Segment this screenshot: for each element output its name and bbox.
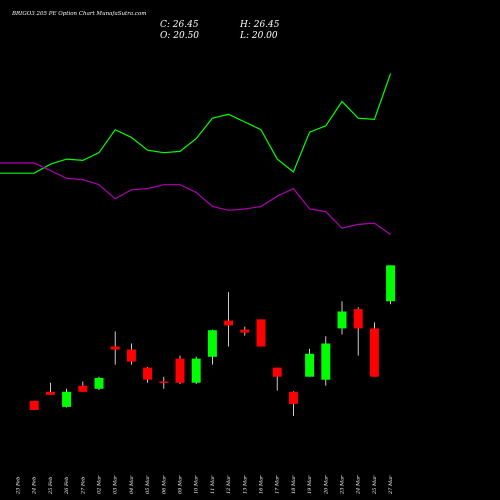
candle-body xyxy=(353,309,363,329)
green-line-series xyxy=(0,73,392,174)
candle-body xyxy=(207,330,217,357)
candle-body xyxy=(78,385,88,392)
candle-body xyxy=(94,377,104,389)
x-tick-label: 03 Mar xyxy=(113,475,119,494)
candle-body xyxy=(29,400,39,410)
x-tick-label: 25 Feb xyxy=(48,477,54,495)
candle xyxy=(62,388,72,408)
candle xyxy=(272,367,282,391)
close-value: C: 26.45 xyxy=(160,20,199,30)
x-tick-label: 27 Mar xyxy=(388,475,394,495)
candle-body xyxy=(272,367,282,377)
candle xyxy=(353,307,363,356)
candle-body xyxy=(386,265,396,302)
x-tick-label: 17 Mar xyxy=(275,475,281,494)
x-tick-label: 23 Mar xyxy=(340,475,346,495)
candle xyxy=(224,292,234,347)
x-tick-label: 23 Feb xyxy=(16,477,22,495)
x-tick-label: 24 Mar xyxy=(356,475,362,495)
candle xyxy=(110,331,120,365)
candle xyxy=(78,381,88,392)
x-tick-label: 20 Mar xyxy=(323,475,329,495)
x-tick-label: 11 Mar xyxy=(210,475,216,494)
candle-body xyxy=(224,320,234,326)
open-value: O: 20.50 xyxy=(160,31,199,41)
candles xyxy=(29,265,396,416)
x-tick-label: 26 Feb xyxy=(64,477,70,495)
x-tick-label: 13 Mar xyxy=(242,475,248,494)
x-axis-ticks: 23 Feb 24 Feb 25 Feb 26 Feb 27 Feb 02 Mar 03 M… xyxy=(16,475,395,495)
candle-body xyxy=(175,358,185,383)
x-tick-label: 27 Feb xyxy=(80,477,86,495)
x-tick-label: 04 Mar xyxy=(129,475,135,494)
candle-body xyxy=(45,391,55,395)
candle xyxy=(256,319,266,347)
candle-body xyxy=(240,329,250,333)
x-tick-label: 12 Mar xyxy=(226,475,232,494)
candle xyxy=(45,382,55,395)
candle-body xyxy=(110,346,120,350)
chart-title: BRIGO3 205 PE Option Chart MunafaSutra.c… xyxy=(11,11,147,17)
x-tick-label: 18 Mar xyxy=(291,475,297,494)
candle xyxy=(305,348,315,377)
candle xyxy=(240,326,250,336)
candle-body xyxy=(143,367,153,380)
candle-body xyxy=(305,353,315,377)
candle xyxy=(175,355,185,384)
candle xyxy=(159,376,169,389)
candle-body xyxy=(191,358,201,383)
candle-body xyxy=(321,343,331,380)
candle xyxy=(369,322,379,377)
x-tick-label: 09 Mar xyxy=(178,475,184,494)
x-tick-label: 05 Mar xyxy=(145,475,151,494)
magenta-line-series xyxy=(0,162,391,236)
candle xyxy=(29,400,39,410)
x-tick-label: 02 Mar xyxy=(97,475,103,494)
candle xyxy=(386,265,396,305)
x-tick-label: 10 Mar xyxy=(194,475,200,494)
candle xyxy=(288,391,298,416)
candle xyxy=(191,356,201,384)
x-tick-label: 06 Mar xyxy=(161,475,167,494)
candle xyxy=(94,376,104,390)
candle-body xyxy=(369,328,379,377)
candle-body xyxy=(159,381,169,384)
candle xyxy=(207,329,217,365)
x-tick-label: 19 Mar xyxy=(307,475,313,494)
candle-body xyxy=(288,391,298,404)
x-tick-label: 16 Mar xyxy=(259,475,265,494)
candle xyxy=(321,336,331,386)
candle xyxy=(337,301,347,335)
candle-body xyxy=(62,391,72,407)
candle-body xyxy=(126,349,136,362)
candle-body xyxy=(337,311,347,329)
candle-body xyxy=(256,319,266,347)
x-tick-label: 24 Feb xyxy=(32,477,38,495)
low-value: L: 20.00 xyxy=(239,31,278,41)
high-value: H: 26.45 xyxy=(239,20,280,30)
x-tick-label: 25 Mar xyxy=(372,475,378,495)
indicator-lines xyxy=(0,73,392,236)
candle xyxy=(126,343,136,365)
candle xyxy=(143,367,153,383)
